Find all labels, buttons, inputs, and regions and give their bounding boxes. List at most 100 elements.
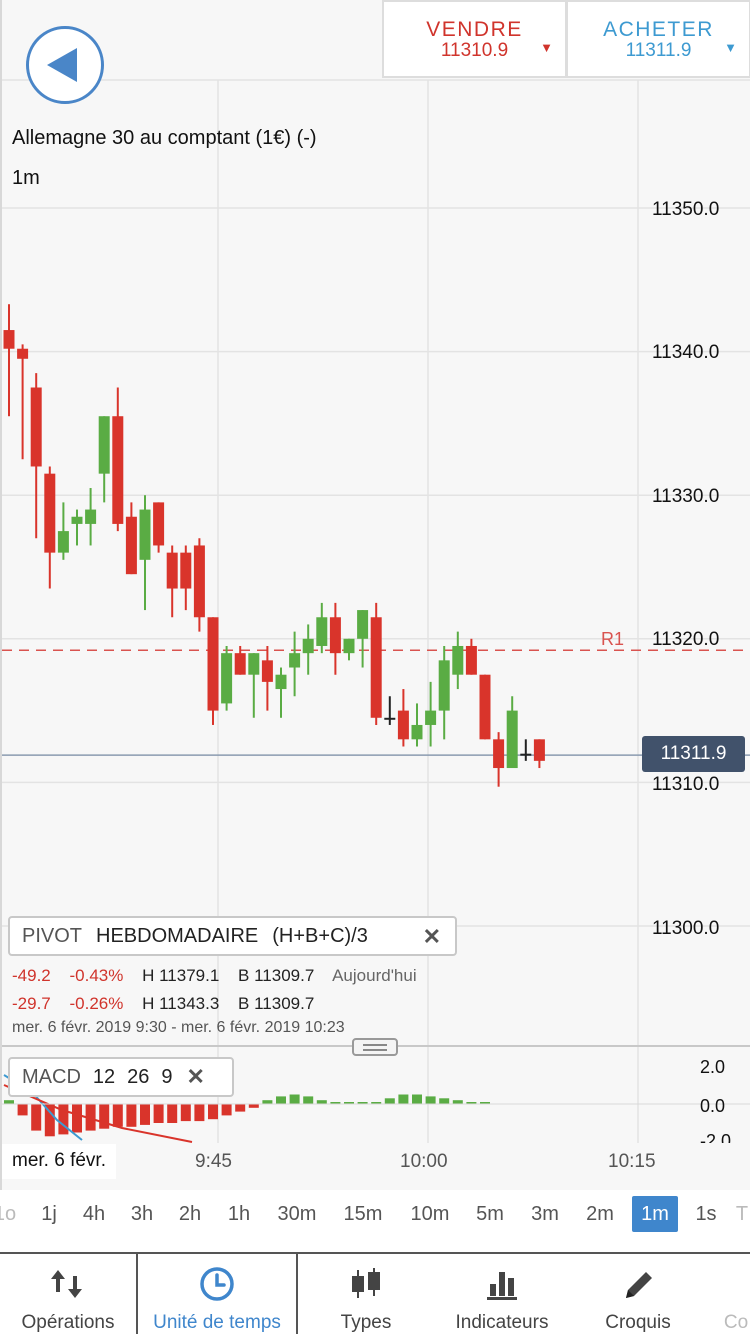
close-icon[interactable]: ✕ <box>422 924 441 949</box>
macd-axis-label: -2.0 <box>700 1131 732 1143</box>
macd-histogram-bar <box>412 1094 422 1104</box>
price-chart[interactable] <box>2 0 750 1190</box>
sell-button[interactable]: VENDRE 11310.9 ▼ <box>382 0 567 78</box>
tab-label: Types <box>340 1312 392 1333</box>
tab-more[interactable]: Co <box>706 1254 750 1334</box>
interval-t[interactable]: T <box>735 1202 749 1225</box>
buy-price: 11311.9 <box>625 40 692 61</box>
tab-types[interactable]: Types <box>298 1254 434 1334</box>
interval-2h[interactable]: 2h <box>178 1202 202 1225</box>
macd-histogram-bar <box>17 1104 28 1116</box>
tab-operations[interactable]: Opérations <box>0 1254 136 1334</box>
candle-body <box>221 653 233 704</box>
macd-slow: 26 <box>127 1065 150 1088</box>
low-value: B 11309.7 <box>238 994 315 1013</box>
back-arrow-icon <box>47 48 77 82</box>
candle-body <box>166 552 178 589</box>
arrows-icon <box>48 1266 88 1302</box>
candle-body <box>316 617 328 646</box>
interval-1h[interactable]: 1h <box>227 1202 251 1225</box>
change-value: -29.7 <box>12 994 51 1013</box>
date-range: mer. 6 févr. 2019 9:30 - mer. 6 févr. 20… <box>12 1019 345 1036</box>
interval-3m[interactable]: 3m <box>531 1202 559 1225</box>
pivot-indicator-legend[interactable]: PIVOT HEBDOMADAIRE (H+B+C)/3 ✕ <box>8 916 457 956</box>
macd-histogram-bar <box>44 1104 55 1137</box>
interval-3h[interactable]: 3h <box>130 1202 154 1225</box>
back-button[interactable] <box>26 26 104 104</box>
candle-body <box>275 674 287 690</box>
sell-dropdown-icon: ▼ <box>540 40 553 55</box>
pivot-period: HEBDOMADAIRE <box>96 924 259 947</box>
macd-histogram-bar <box>303 1096 314 1104</box>
macd-histogram-bar <box>480 1102 490 1104</box>
candle-body <box>425 710 437 725</box>
candle-body <box>533 739 545 761</box>
macd-histogram-bar <box>371 1102 382 1104</box>
interval-2m[interactable]: 2m <box>586 1202 614 1225</box>
candle-body <box>71 516 83 524</box>
interval-5m[interactable]: 5m <box>476 1202 504 1225</box>
interval-10m[interactable]: 10m <box>410 1202 450 1225</box>
change-percent: -0.43% <box>69 966 124 985</box>
interval-15m[interactable]: 15m <box>343 1202 383 1225</box>
buy-button[interactable]: ACHETER 11311.9 ▼ <box>566 0 750 78</box>
y-tick-label: 11310.0 <box>652 774 720 795</box>
interval-1m[interactable]: 1m <box>632 1196 678 1232</box>
candle-body <box>370 617 382 718</box>
high-value: H 11379.1 <box>142 966 220 985</box>
candle-body <box>357 610 369 639</box>
interval-4h[interactable]: 4h <box>82 1202 106 1225</box>
candle-body <box>289 653 301 668</box>
close-icon[interactable]: ✕ <box>186 1064 205 1089</box>
candle-body <box>207 617 219 711</box>
macd-histogram-bar <box>344 1102 354 1104</box>
bottom-toolbar: Opérations Unité de temps Types <box>0 1252 750 1334</box>
candle-body <box>384 717 396 720</box>
interval-1s[interactable]: 1s <box>695 1202 717 1225</box>
candle-body <box>112 416 124 524</box>
macd-indicator-legend[interactable]: MACD 12 26 9 ✕ <box>8 1057 234 1097</box>
time-axis: -2.0 <box>2 1131 750 1183</box>
time-tick-label: 10:15 <box>608 1151 656 1172</box>
tab-sketch[interactable]: Croquis <box>570 1254 706 1334</box>
candle-body <box>153 502 165 546</box>
macd-histogram-bar <box>384 1098 395 1104</box>
interval-1j[interactable]: 1j <box>41 1202 57 1225</box>
candle-body <box>452 645 464 675</box>
period-label: Aujourd'hui <box>332 966 417 985</box>
candle-body <box>329 617 341 654</box>
macd-histogram-bar <box>262 1100 273 1104</box>
macd-histogram-bar <box>452 1100 463 1104</box>
macd-axis-label: 0.0 <box>700 1096 726 1116</box>
chart-area[interactable] <box>0 0 750 1190</box>
interval-selector: 1o 1j 4h 3h 2h 1h 30m 15m 10m 5m 3m 2m 1… <box>0 1196 750 1238</box>
macd-name: MACD <box>22 1065 81 1088</box>
candle-body <box>397 710 409 740</box>
macd-histogram-bar <box>99 1104 110 1129</box>
macd-histogram-bar <box>153 1104 164 1123</box>
stats-row-range: -29.7 -0.26% H 11343.3 B 11309.7 <box>12 994 328 1014</box>
candle-body <box>493 739 505 769</box>
buy-dropdown-icon: ▼ <box>724 40 737 55</box>
interval-1o[interactable]: 1o <box>0 1202 17 1225</box>
r1-label: R1 <box>601 629 625 649</box>
candle-body <box>248 653 260 675</box>
tab-indicators[interactable]: Indicateurs <box>434 1254 570 1334</box>
tab-label: Croquis <box>605 1312 671 1333</box>
tab-time-unit[interactable]: Unité de temps <box>138 1254 296 1334</box>
date-label: mer. 6 févr. <box>2 1144 116 1179</box>
candle-body <box>261 660 273 682</box>
macd-histogram-bar <box>466 1102 477 1104</box>
macd-histogram-bar <box>248 1104 259 1108</box>
candle-body <box>3 330 15 349</box>
pane-resize-handle[interactable] <box>352 1038 398 1056</box>
buy-label: ACHETER <box>603 18 714 41</box>
candle-body <box>234 653 246 675</box>
macd-histogram-bar <box>316 1100 327 1104</box>
candle-body <box>506 710 518 769</box>
interval-30m[interactable]: 30m <box>277 1202 317 1225</box>
y-tick-label: 11350.0 <box>652 199 720 220</box>
macd-histogram-bar <box>167 1104 178 1123</box>
candle-body <box>17 348 29 359</box>
candle-body <box>302 638 314 654</box>
